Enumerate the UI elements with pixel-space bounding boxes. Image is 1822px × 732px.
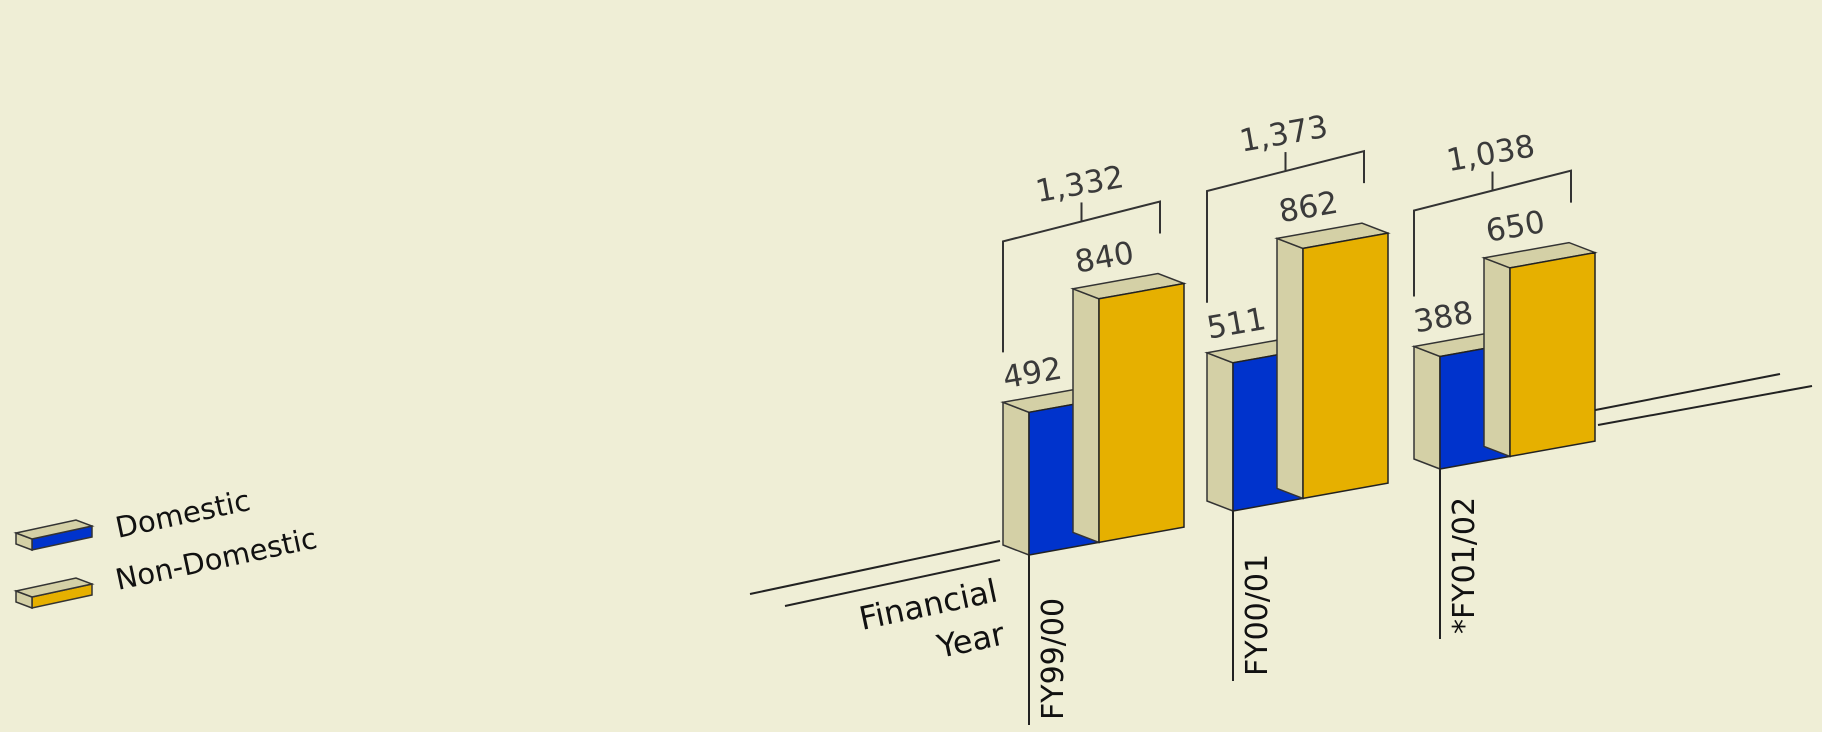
domestic-bar-side (1413, 345, 1441, 471)
category-label: *FY01/02 (1447, 497, 1482, 634)
floor-line-back-right (1579, 373, 1781, 414)
legend-item-domestic: Domestic (112, 483, 253, 545)
non-domestic-value-label: 862 (1276, 185, 1341, 231)
total-value-label: 1,038 (1444, 128, 1538, 179)
domestic-value-label: 388 (1411, 295, 1476, 341)
legend-label-domestic: Domestic (112, 483, 253, 545)
non-domestic-bar-side (1483, 256, 1511, 458)
legend-swatch-non-domestic-top (13, 577, 95, 598)
floor-line-front (784, 559, 1001, 607)
category-label: FY99/00 (1036, 598, 1071, 720)
non-domestic-bar-side (1072, 287, 1100, 544)
floor-line-front-right (1597, 385, 1813, 426)
chart-legend: Domestic Non-Domestic (13, 483, 320, 610)
non-domestic-bar-side (1276, 237, 1304, 500)
non-domestic-value-label: 840 (1072, 235, 1137, 281)
domestic-bar-side (1206, 351, 1234, 513)
legend-swatch-domestic-top (13, 519, 95, 540)
category-label: FY00/01 (1240, 554, 1275, 676)
non-domestic-value-label: 650 (1483, 204, 1548, 250)
chart-axes (749, 373, 1813, 725)
total-value-label: 1,332 (1033, 159, 1127, 210)
non-domestic-bar-front (1302, 232, 1389, 500)
domestic-bar-side (1002, 401, 1030, 557)
floor-line-back (749, 540, 1001, 595)
total-value-label: 1,373 (1237, 109, 1331, 160)
domestic-value-label: 492 (1000, 350, 1065, 396)
chart-labels: 492 840 1,332 FY99/00 511 862 1,373 FY00/01 3886… (1000, 109, 1572, 720)
domestic-value-label: 511 (1204, 301, 1269, 347)
non-domestic-bar-front (1509, 251, 1596, 458)
x-axis-title-line-2: Year (933, 614, 1009, 666)
chart-bars (1000, 222, 1598, 557)
non-domestic-bar-front (1098, 282, 1185, 544)
